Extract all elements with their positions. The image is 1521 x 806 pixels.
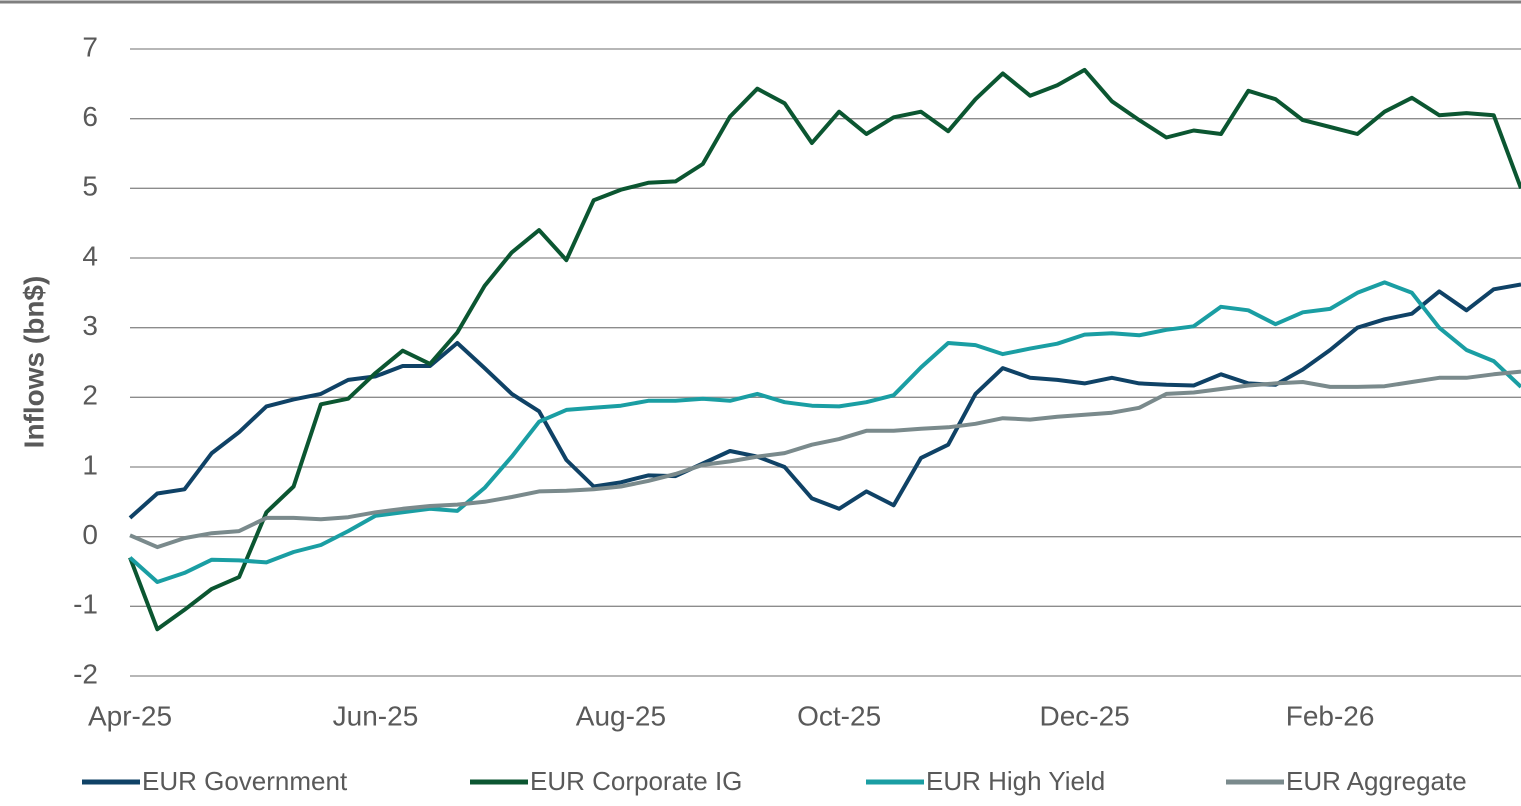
series-line xyxy=(128,280,1521,584)
x-tick-label: Aug-25 xyxy=(576,700,666,731)
y-tick-label: -2 xyxy=(73,658,98,689)
y-tick-label: 5 xyxy=(82,171,98,202)
y-tick-label: 2 xyxy=(82,380,98,411)
x-tick-label: Apr-25 xyxy=(88,700,172,731)
x-tick-label: Oct-25 xyxy=(797,700,881,731)
legend-label: EUR Government xyxy=(142,766,348,796)
series-line xyxy=(129,369,1521,550)
x-tick-label: Jun-25 xyxy=(333,700,419,731)
series-line xyxy=(128,282,1521,520)
y-tick-label: 3 xyxy=(82,310,98,341)
y-tick-label: 1 xyxy=(82,449,98,480)
legend-label: EUR High Yield xyxy=(926,766,1105,796)
y-axis-label: Inflows (bn$) xyxy=(18,276,49,449)
legend-label: EUR Aggregate xyxy=(1286,766,1467,796)
y-tick-label: 7 xyxy=(82,31,98,62)
legend-label: EUR Corporate IG xyxy=(530,766,742,796)
y-tick-label: 0 xyxy=(82,519,98,550)
series-line xyxy=(128,67,1521,632)
x-tick-label: Feb-26 xyxy=(1286,700,1375,731)
y-tick-label: -1 xyxy=(73,589,98,620)
y-tick-label: 6 xyxy=(82,101,98,132)
y-tick-label: 4 xyxy=(82,240,98,271)
x-tick-label: Dec-25 xyxy=(1039,700,1129,731)
